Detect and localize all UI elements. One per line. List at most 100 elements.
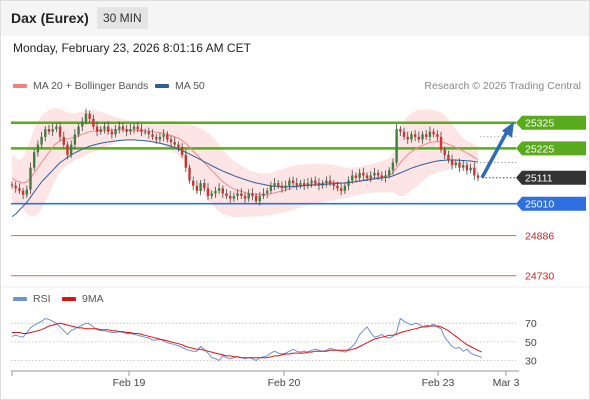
ma50-label: MA 50 bbox=[175, 80, 205, 92]
candle-body-29 bbox=[118, 126, 121, 130]
candle-body-19 bbox=[81, 121, 84, 127]
candle-body-65 bbox=[251, 193, 254, 196]
rsi-tick-50: 50 bbox=[525, 337, 537, 349]
candle-body-49 bbox=[192, 180, 195, 186]
candle-body-9 bbox=[44, 129, 47, 137]
candle-body-120 bbox=[454, 162, 458, 166]
candle-body-60 bbox=[232, 196, 236, 199]
candle-body-88 bbox=[336, 185, 339, 189]
bollinger-band-area bbox=[12, 108, 478, 218]
bollinger-swatch bbox=[13, 84, 27, 88]
timestamp: Monday, February 23, 2026 8:01:16 AM CET bbox=[13, 41, 251, 55]
candle-body-59 bbox=[229, 196, 232, 199]
rsi-tick-70: 70 bbox=[525, 318, 537, 330]
candle-body-98 bbox=[373, 172, 376, 176]
candle-body-6 bbox=[32, 152, 36, 168]
candle-body-72 bbox=[277, 183, 280, 186]
x-tick-label-1: Feb 20 bbox=[268, 377, 301, 389]
candle-body-15 bbox=[66, 144, 69, 155]
ma20-line bbox=[11, 129, 479, 196]
rsi-swatch bbox=[13, 297, 27, 301]
candle-body-101 bbox=[384, 175, 387, 178]
candle-body-78 bbox=[299, 183, 302, 186]
candle-body-25 bbox=[103, 126, 106, 130]
candle-body-53 bbox=[206, 188, 210, 196]
level-badge-25225 bbox=[516, 141, 586, 156]
candle-body-47 bbox=[184, 154, 188, 168]
candle-body-12 bbox=[55, 126, 58, 130]
candle-body-37 bbox=[147, 131, 151, 135]
candle-body-33 bbox=[132, 126, 136, 130]
candle-body-85 bbox=[325, 180, 328, 184]
level-label-24886: 24886 bbox=[525, 231, 554, 243]
candle-body-68 bbox=[262, 193, 265, 196]
candle-body-122 bbox=[462, 165, 465, 168]
candle-body-114 bbox=[432, 131, 435, 135]
candle-body-23 bbox=[95, 126, 99, 132]
candle-body-51 bbox=[199, 183, 202, 191]
candle-body-14 bbox=[62, 136, 65, 145]
candle-body-36 bbox=[143, 131, 147, 133]
candle-body-40 bbox=[158, 136, 162, 140]
ma50-line bbox=[11, 139, 479, 218]
candle-body-82 bbox=[314, 180, 317, 184]
candle-body-84 bbox=[321, 183, 324, 186]
level-label-25325: 25325 bbox=[525, 118, 554, 130]
candle-body-70 bbox=[269, 185, 273, 191]
candle-body-76 bbox=[291, 180, 295, 184]
candle-body-126 bbox=[476, 175, 480, 178]
candle-body-52 bbox=[203, 183, 206, 189]
level-badge-25325 bbox=[516, 115, 586, 130]
candle-body-41 bbox=[162, 134, 165, 137]
candle-body-38 bbox=[151, 134, 154, 137]
candle-body-45 bbox=[177, 144, 180, 148]
candle-body-18 bbox=[77, 126, 80, 135]
x-tick-label-2: Feb 23 bbox=[422, 377, 455, 389]
candle-body-110 bbox=[417, 136, 421, 140]
candle-body-113 bbox=[428, 131, 432, 137]
candle-body-1 bbox=[14, 185, 17, 189]
candle-body-123 bbox=[465, 165, 469, 171]
candle-body-111 bbox=[421, 134, 424, 140]
level-badge-25010 bbox=[516, 196, 586, 211]
candle-body-97 bbox=[369, 175, 372, 178]
candle-body-34 bbox=[136, 126, 139, 130]
candle-body-20 bbox=[84, 113, 88, 122]
forecast-arrow-head bbox=[502, 121, 514, 138]
candle-body-10 bbox=[47, 129, 51, 132]
candle-body-106 bbox=[402, 131, 406, 137]
candle-body-67 bbox=[258, 196, 261, 202]
candle-body-62 bbox=[240, 193, 243, 196]
candle-body-103 bbox=[391, 162, 395, 171]
candle-body-31 bbox=[125, 129, 128, 132]
candle-body-57 bbox=[221, 188, 225, 194]
candle-body-64 bbox=[247, 193, 250, 199]
candle-body-94 bbox=[358, 172, 361, 178]
candle-body-61 bbox=[236, 193, 239, 196]
candle-body-99 bbox=[376, 172, 380, 176]
candle-body-66 bbox=[254, 196, 258, 202]
candle-body-16 bbox=[69, 144, 73, 155]
candle-body-7 bbox=[36, 144, 40, 153]
candle-body-56 bbox=[217, 188, 221, 191]
credit-text: Research © 2026 Trading Central bbox=[424, 80, 581, 92]
candle-body-32 bbox=[129, 129, 132, 132]
forecast-arrow-line bbox=[480, 130, 509, 179]
candle-body-86 bbox=[328, 180, 332, 184]
candle-body-105 bbox=[399, 129, 402, 132]
candle-body-77 bbox=[295, 183, 298, 186]
timeframe-button[interactable]: 30 MIN bbox=[97, 7, 148, 29]
bollinger-label: MA 20 + Bollinger Bands bbox=[33, 80, 149, 92]
candle-body-71 bbox=[273, 183, 276, 186]
candle-body-119 bbox=[450, 160, 454, 166]
candle-body-83 bbox=[317, 183, 321, 186]
ma50-swatch bbox=[155, 84, 169, 88]
candle-body-8 bbox=[40, 136, 43, 145]
candle-body-75 bbox=[288, 180, 291, 186]
candle-body-24 bbox=[99, 129, 102, 132]
candle-body-44 bbox=[173, 142, 176, 145]
rsi-tick-30: 30 bbox=[525, 356, 537, 368]
candle-body-35 bbox=[140, 129, 143, 132]
candle-body-48 bbox=[188, 167, 191, 181]
